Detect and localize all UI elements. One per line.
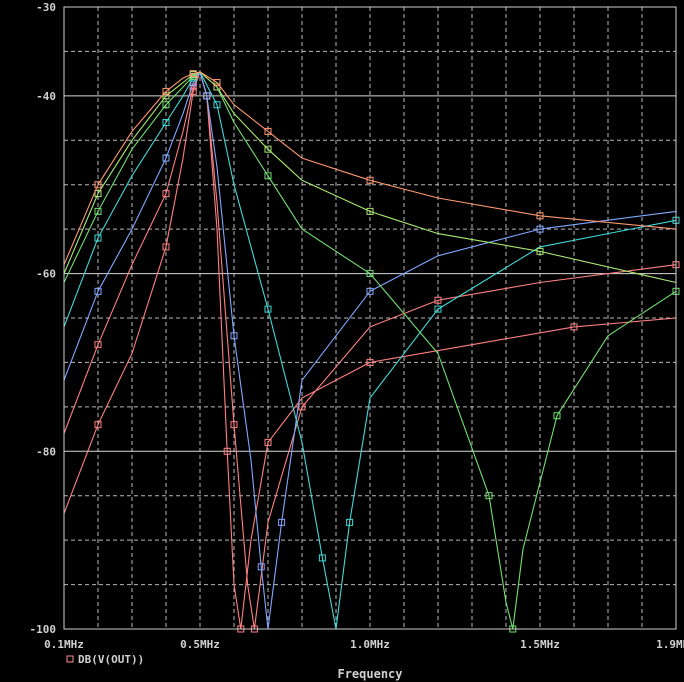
y-tick-label: -40 <box>36 90 56 103</box>
plot-frame <box>63 6 677 630</box>
x-tick-label: 0.1MHz <box>44 638 84 651</box>
x-tick-label: 1.9MHz <box>656 638 684 651</box>
series-line-3 <box>63 71 677 630</box>
series-marker-1 <box>264 438 272 446</box>
y-tick-label: -80 <box>36 445 56 458</box>
series-marker-6 <box>366 207 374 215</box>
series-marker-2 <box>94 341 102 349</box>
legend-label: DB(V(OUT)) <box>78 653 144 666</box>
series-marker-4 <box>213 101 221 109</box>
series-marker-1 <box>223 447 231 455</box>
series-marker-4 <box>434 305 442 313</box>
series-marker-4 <box>346 518 354 526</box>
legend: DB(V(OUT)) <box>66 653 144 666</box>
series-marker-4 <box>94 234 102 242</box>
series-marker-6 <box>94 190 102 198</box>
series-marker-6 <box>536 247 544 255</box>
series-marker-7 <box>189 70 197 78</box>
grid <box>63 7 677 629</box>
series-marker-4 <box>318 554 326 562</box>
series-marker-3 <box>162 154 170 162</box>
series-marker-3 <box>257 563 265 571</box>
x-tick-label: 0.5MHz <box>180 638 220 651</box>
plot-border <box>63 6 677 630</box>
x-axis-label: Frequency <box>337 667 402 681</box>
series-marker-5 <box>264 172 272 180</box>
x-tick-label: 1.0MHz <box>350 638 390 651</box>
series-marker-5 <box>162 101 170 109</box>
series-marker-6 <box>264 145 272 153</box>
series-marker-2 <box>230 421 238 429</box>
x-tick-label: 1.5MHz <box>520 638 560 651</box>
series-marker-7 <box>264 127 272 135</box>
series-marker-5 <box>94 207 102 215</box>
series-group <box>63 70 680 633</box>
series-marker-7 <box>213 79 221 87</box>
y-tick-label: -30 <box>36 1 56 14</box>
tick-labels: -30 -40 -60 -80 -100 0.1MHz 0.5MHz 1.0MHz 1.5MHz… <box>30 1 684 651</box>
y-tick-label: -100 <box>30 623 57 636</box>
series-marker-2 <box>434 296 442 304</box>
series-line-4 <box>63 71 677 630</box>
series-marker-4 <box>264 305 272 313</box>
series-marker-3 <box>366 287 374 295</box>
series-marker-7 <box>536 212 544 220</box>
y-tick-label: -60 <box>36 268 56 281</box>
series-marker-5 <box>485 492 493 500</box>
series-line-7 <box>63 71 677 265</box>
series-marker-4 <box>162 119 170 127</box>
series-marker-7 <box>94 181 102 189</box>
series-marker-7 <box>162 87 170 95</box>
series-line-1 <box>63 71 677 630</box>
series-marker-6 <box>162 92 170 100</box>
series-marker-1 <box>162 243 170 251</box>
series-marker-3 <box>230 332 238 340</box>
series-marker-1 <box>94 421 102 429</box>
series-marker-1 <box>366 358 374 366</box>
legend-marker <box>66 655 74 663</box>
series-line-2 <box>63 71 677 630</box>
series-line-6 <box>63 71 677 284</box>
series-marker-3 <box>278 518 286 526</box>
series-marker-3 <box>203 92 211 100</box>
series-marker-3 <box>94 287 102 295</box>
series-marker-1 <box>570 323 578 331</box>
series-marker-2 <box>298 403 306 411</box>
series-marker-5 <box>366 270 374 278</box>
series-marker-5 <box>553 412 561 420</box>
series-marker-3 <box>536 225 544 233</box>
series-marker-2 <box>162 190 170 198</box>
series-marker-7 <box>366 176 374 184</box>
